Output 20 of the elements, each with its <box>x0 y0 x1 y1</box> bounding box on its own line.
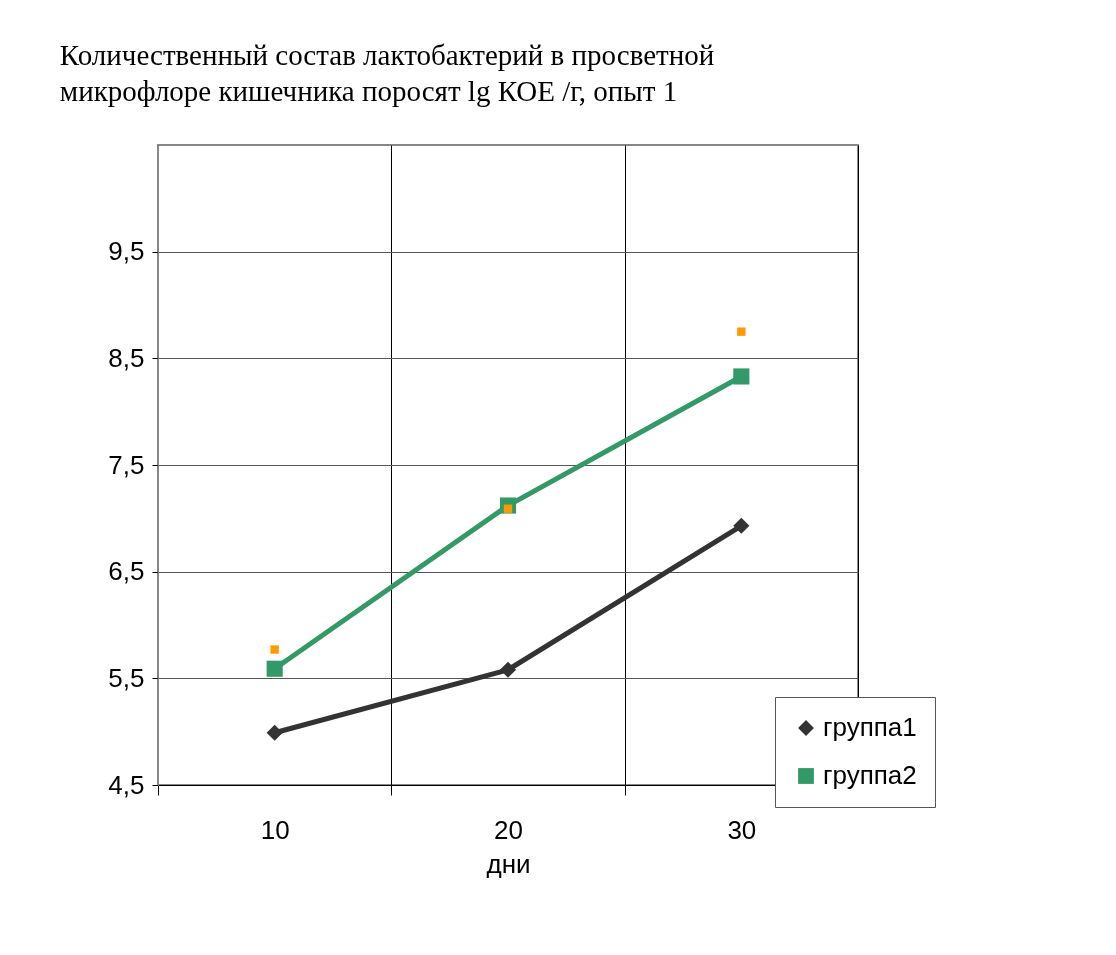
y-tick-label: 4,5 <box>108 769 145 800</box>
x-tick-label: 20 <box>494 814 523 845</box>
legend-label: группа2 <box>823 760 917 790</box>
point <box>737 327 746 336</box>
legend-label: группа1 <box>823 712 917 742</box>
x-tick-label: 30 <box>727 814 757 845</box>
x-tick-label: 10 <box>260 814 290 845</box>
y-tick-label: 6,5 <box>108 556 145 587</box>
y-tick-label: 9,5 <box>108 236 145 267</box>
point <box>733 517 750 534</box>
point <box>499 661 517 678</box>
point <box>266 660 283 677</box>
point <box>733 368 750 385</box>
chart-title: Количественный состав лактобактерий в просветной микрофлоре кишечника поросят lg КОЕ /г, опыт 1 <box>59 39 715 107</box>
y-tick-label: 5,5 <box>108 662 145 693</box>
point <box>270 645 279 654</box>
point <box>266 724 283 741</box>
x-axis-title: дни <box>486 848 531 879</box>
y-tick-label: 7,5 <box>108 449 145 480</box>
y-tick-label: 8,5 <box>108 342 145 373</box>
